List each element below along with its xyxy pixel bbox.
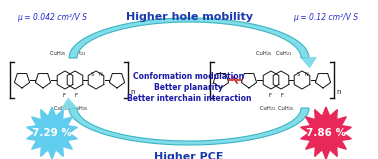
Text: S: S (90, 73, 94, 77)
Text: Better interchain interaction: Better interchain interaction (127, 94, 251, 103)
Text: F: F (62, 93, 65, 98)
Polygon shape (69, 108, 309, 145)
Text: $\mathsf{C_{12}H_{25}}$: $\mathsf{C_{12}H_{25}}$ (277, 104, 295, 113)
Text: S: S (296, 73, 299, 77)
Text: F: F (268, 93, 271, 98)
Text: 7.86 %: 7.86 % (306, 128, 346, 138)
Text: $\mathsf{C_{12}H_{25}}$: $\mathsf{C_{12}H_{25}}$ (71, 104, 89, 113)
Polygon shape (302, 57, 316, 68)
Text: $\mathsf{C_{10}H_{21}}$: $\mathsf{C_{10}H_{21}}$ (275, 49, 293, 58)
Text: Better planarity: Better planarity (155, 83, 223, 92)
Text: N: N (98, 73, 102, 77)
Text: Conformation modulation: Conformation modulation (133, 72, 245, 81)
Polygon shape (62, 98, 76, 109)
Text: $\mathsf{C_{10}H_{21}}$: $\mathsf{C_{10}H_{21}}$ (259, 104, 277, 113)
Text: 7.29 %: 7.29 % (32, 128, 72, 138)
Text: $\mathsf{C_{12}H_{25}}$: $\mathsf{C_{12}H_{25}}$ (255, 49, 273, 58)
Text: μ = 0.12 cm²/V S: μ = 0.12 cm²/V S (293, 13, 359, 22)
Text: N: N (304, 73, 308, 77)
Text: F: F (280, 93, 284, 98)
Polygon shape (27, 107, 77, 159)
Text: $\mathsf{C_{12}H_{25}}$: $\mathsf{C_{12}H_{25}}$ (49, 49, 67, 58)
Text: Higher PCE: Higher PCE (154, 152, 224, 159)
Text: $\mathsf{C_{10}H_{21}}$: $\mathsf{C_{10}H_{21}}$ (69, 49, 87, 58)
Text: n: n (336, 89, 341, 95)
Text: Higher hole mobility: Higher hole mobility (125, 12, 253, 22)
Polygon shape (301, 107, 351, 159)
Text: n: n (130, 89, 135, 95)
Text: $\mathsf{C_{10}H_{21}}$: $\mathsf{C_{10}H_{21}}$ (53, 104, 71, 113)
Text: F: F (74, 93, 77, 98)
Text: μ = 0.042 cm²/V S: μ = 0.042 cm²/V S (17, 13, 87, 22)
Polygon shape (69, 18, 309, 58)
